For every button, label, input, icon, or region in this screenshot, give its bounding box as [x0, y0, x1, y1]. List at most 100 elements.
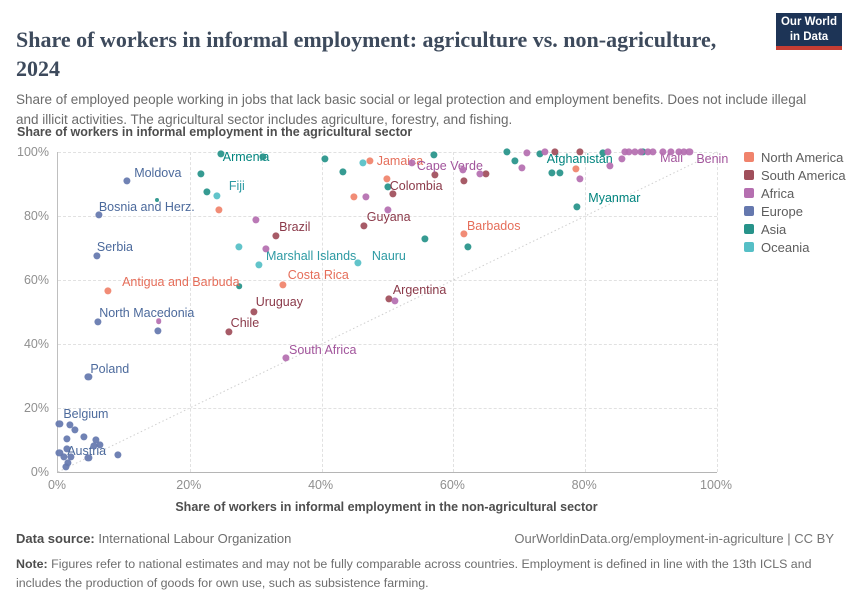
legend-item-africa[interactable]: Africa — [744, 184, 846, 202]
data-point[interactable] — [197, 170, 205, 178]
data-point[interactable] — [359, 159, 367, 167]
legend-item-oceania[interactable]: Oceania — [744, 238, 846, 256]
legend-item-asia[interactable]: Asia — [744, 220, 846, 238]
data-point-armenia[interactable] — [217, 150, 225, 158]
data-point[interactable] — [675, 148, 683, 156]
data-point[interactable] — [350, 193, 358, 201]
data-point[interactable] — [203, 188, 211, 196]
country-label-poland[interactable]: Poland — [90, 361, 130, 376]
data-point[interactable] — [680, 148, 688, 156]
country-label-chile[interactable]: Chile — [230, 315, 260, 330]
data-point[interactable] — [114, 451, 122, 459]
country-label-nauru[interactable]: Nauru — [371, 249, 406, 264]
data-point-mali[interactable] — [649, 148, 657, 156]
country-label-serbia[interactable]: Serbia — [96, 240, 134, 254]
data-point-chile[interactable] — [225, 328, 233, 336]
data-point[interactable] — [667, 148, 675, 156]
data-point[interactable] — [464, 243, 472, 251]
country-label-armenia[interactable]: Armenia — [222, 149, 270, 164]
data-point-uruguay[interactable] — [250, 308, 258, 316]
data-point-south-africa[interactable] — [282, 354, 290, 362]
data-point-afghanistan[interactable] — [536, 150, 544, 158]
data-point[interactable] — [96, 441, 104, 449]
data-point[interactable] — [431, 171, 439, 179]
legend-item-europe[interactable]: Europe — [744, 202, 846, 220]
data-point-moldova[interactable] — [123, 177, 131, 185]
data-point[interactable] — [362, 193, 370, 201]
data-point-north-macedonia[interactable] — [94, 318, 102, 326]
data-point[interactable] — [252, 216, 260, 224]
data-point-benin[interactable] — [685, 148, 693, 156]
data-point-serbia[interactable] — [93, 252, 101, 260]
data-point[interactable] — [621, 148, 629, 156]
data-point[interactable] — [518, 164, 526, 172]
data-point[interactable] — [259, 153, 267, 161]
data-point[interactable] — [215, 206, 223, 214]
data-point[interactable] — [384, 206, 392, 214]
country-label-north-macedonia[interactable]: North Macedonia — [99, 305, 195, 320]
country-label-benin[interactable]: Benin — [696, 152, 729, 166]
data-point[interactable] — [154, 327, 162, 335]
data-point[interactable] — [421, 235, 429, 243]
data-point[interactable] — [60, 453, 68, 461]
country-label-myanmar[interactable]: Myanmar — [588, 191, 641, 206]
data-point[interactable] — [235, 243, 243, 251]
data-point-poland[interactable] — [84, 373, 92, 381]
data-point[interactable] — [321, 155, 329, 163]
data-point-antigua-and-barbuda[interactable] — [104, 287, 112, 295]
data-point[interactable] — [511, 157, 519, 165]
data-point[interactable] — [503, 148, 511, 156]
data-point-colombia[interactable] — [389, 190, 397, 198]
data-point[interactable] — [659, 148, 667, 156]
data-point[interactable] — [541, 148, 549, 156]
data-point-myanmar[interactable] — [573, 203, 581, 211]
data-point-austria[interactable] — [63, 445, 71, 453]
country-label-uruguay[interactable]: Uruguay — [255, 295, 303, 309]
country-label-belgium[interactable]: Belgium — [63, 407, 109, 421]
country-label-barbados[interactable]: Barbados — [466, 218, 521, 233]
country-label-moldova[interactable]: Moldova — [134, 166, 182, 181]
data-point[interactable] — [606, 162, 614, 170]
country-label-guyana[interactable]: Guyana — [366, 209, 411, 224]
data-point[interactable] — [63, 435, 71, 443]
country-label-costa-rica[interactable]: Costa Rica — [287, 268, 349, 283]
data-point-argentina[interactable] — [385, 295, 393, 303]
data-point[interactable] — [576, 175, 584, 183]
data-point[interactable] — [631, 148, 639, 156]
data-point[interactable] — [459, 166, 467, 174]
data-point[interactable] — [599, 149, 607, 157]
data-point[interactable] — [236, 283, 243, 289]
legend-item-south-america[interactable]: South America — [744, 166, 846, 184]
data-point[interactable] — [644, 148, 652, 156]
data-point[interactable] — [548, 169, 556, 177]
data-point[interactable] — [383, 175, 391, 183]
owid-link[interactable]: OurWorldinData.org/employment-in-agricul… — [514, 531, 834, 546]
data-point[interactable] — [460, 177, 468, 185]
country-label-cape-verde[interactable]: Cape Verde — [416, 158, 483, 173]
data-point[interactable] — [476, 170, 484, 178]
data-point-brazil[interactable] — [272, 232, 280, 240]
data-point-bosnia-and-herz[interactable] — [95, 211, 103, 219]
data-point[interactable] — [84, 454, 92, 462]
data-point[interactable] — [80, 433, 88, 441]
data-point[interactable] — [625, 148, 633, 156]
country-label-fiji[interactable]: Fiji — [228, 178, 245, 193]
legend-item-north-america[interactable]: North America — [744, 148, 846, 166]
data-point[interactable] — [482, 170, 490, 178]
country-label-marshall-islands[interactable]: Marshall Islands — [265, 248, 357, 263]
data-point-jamaica[interactable] — [366, 157, 374, 165]
data-point[interactable] — [384, 183, 392, 191]
data-point-marshall-islands[interactable] — [255, 261, 263, 269]
data-point[interactable] — [156, 318, 162, 324]
data-point[interactable] — [262, 245, 270, 253]
country-label-argentina[interactable]: Argentina — [392, 282, 447, 297]
data-point[interactable] — [523, 149, 531, 157]
data-point[interactable] — [92, 436, 100, 444]
data-point-fiji[interactable] — [213, 192, 221, 200]
data-point[interactable] — [576, 148, 584, 156]
data-point[interactable] — [66, 421, 74, 429]
data-point-costa-rica[interactable] — [279, 281, 287, 289]
data-point[interactable] — [55, 449, 63, 457]
data-point-guyana[interactable] — [360, 222, 368, 230]
data-point-barbados[interactable] — [460, 230, 468, 238]
